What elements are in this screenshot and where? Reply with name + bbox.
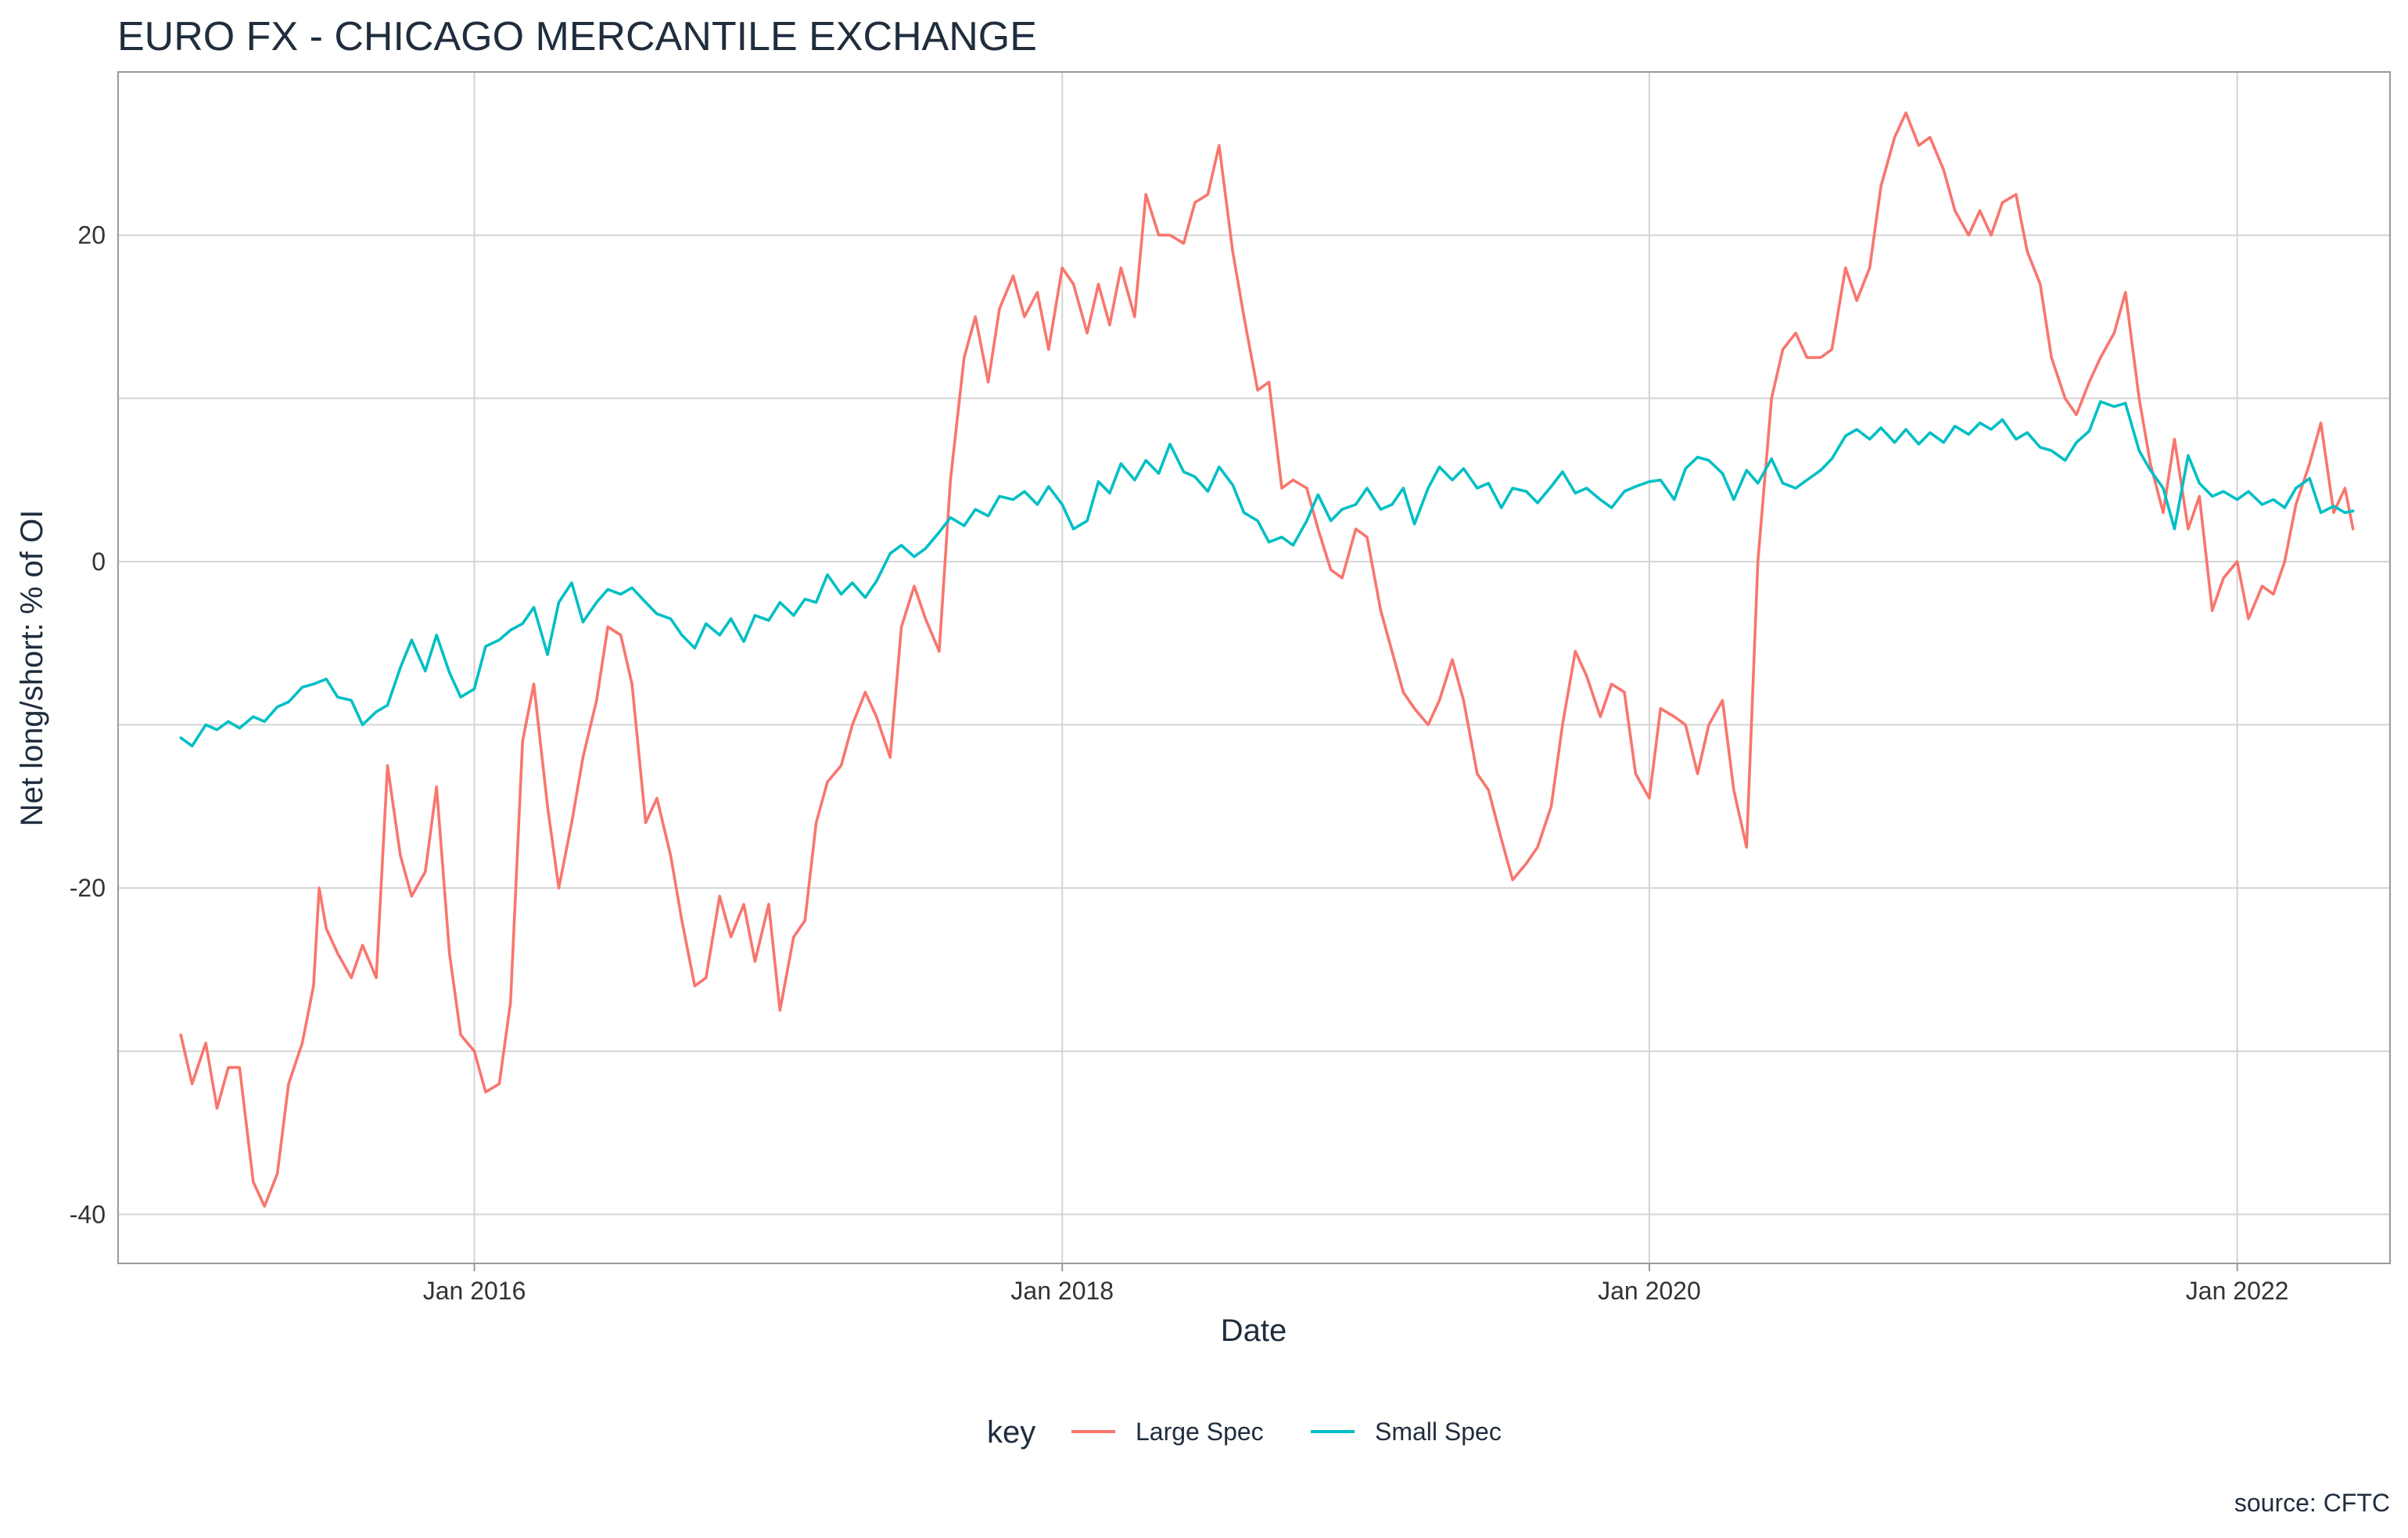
legend-label-large-spec: Large Spec bbox=[1136, 1418, 1264, 1446]
chart-title: EURO FX - CHICAGO MERCANTILE EXCHANGE bbox=[117, 14, 1037, 59]
legend: key Large Spec Small Spec bbox=[987, 1415, 1502, 1450]
x-tick-label: Jan 2022 bbox=[2186, 1277, 2289, 1305]
series-line-small-spec bbox=[179, 400, 2355, 748]
series-line-large-spec bbox=[179, 111, 2355, 1208]
plot-panel-border bbox=[117, 71, 2391, 1264]
y-axis-ticks: -40 -20 0 20 bbox=[70, 221, 106, 1229]
y-tick-label: 0 bbox=[92, 548, 106, 576]
legend-title: key bbox=[987, 1415, 1035, 1450]
y-tick-label: -20 bbox=[70, 874, 106, 902]
y-tick-label: -40 bbox=[70, 1200, 106, 1228]
x-axis-title: Date bbox=[1221, 1313, 1287, 1348]
grid-lines bbox=[118, 72, 2390, 1263]
y-axis-title: Net long/short: % of OI bbox=[15, 510, 49, 827]
legend-label-small-spec: Small Spec bbox=[1375, 1418, 1502, 1446]
x-tick-label: Jan 2018 bbox=[1010, 1277, 1114, 1305]
source-caption: source: CFTC bbox=[2234, 1489, 2390, 1517]
series-layer bbox=[179, 111, 2355, 1208]
y-tick-label: 20 bbox=[77, 221, 106, 250]
x-tick-label: Jan 2016 bbox=[423, 1277, 526, 1305]
x-tick-label: Jan 2020 bbox=[1598, 1277, 1701, 1305]
x-axis-ticks: Jan 2016 Jan 2018 Jan 2020 Jan 2022 bbox=[423, 1263, 2289, 1305]
